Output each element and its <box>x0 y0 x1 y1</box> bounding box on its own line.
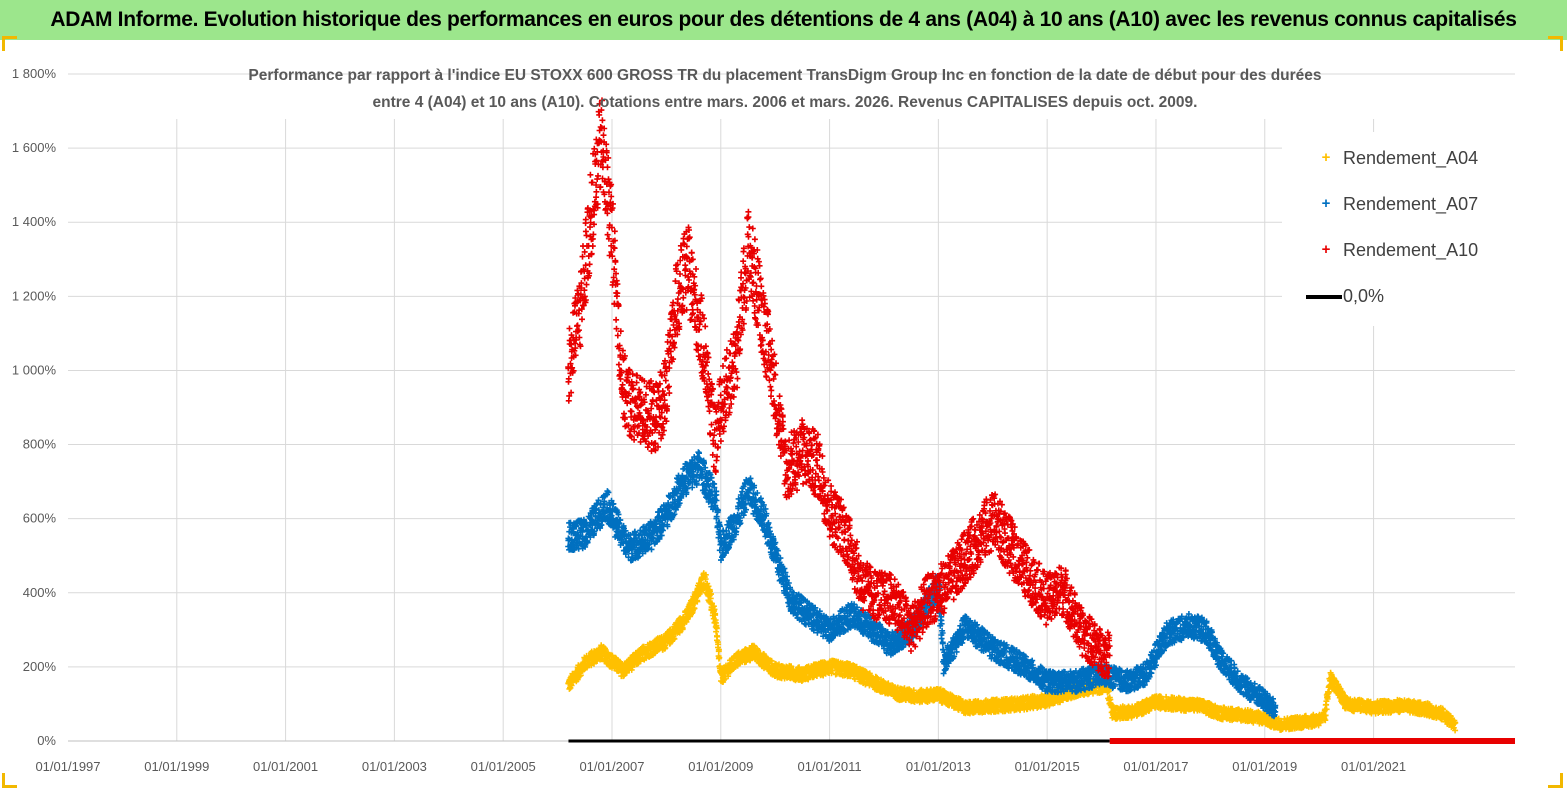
grid <box>68 73 1515 741</box>
x-tick-label: 01/01/2005 <box>471 759 536 774</box>
y-tick-label: 0% <box>37 733 56 748</box>
y-tick-label: 800% <box>23 437 57 452</box>
x-tick-label: 01/01/2015 <box>1015 759 1080 774</box>
data-point <box>707 595 714 602</box>
title-banner <box>0 0 1567 40</box>
x-tick-label: 01/01/2001 <box>253 759 318 774</box>
selection-corner-handle[interactable] <box>2 773 17 788</box>
y-tick-label: 1 600% <box>12 140 57 155</box>
data-point <box>671 636 678 642</box>
y-tick-label: 1 800% <box>12 66 57 81</box>
data-point <box>702 576 709 583</box>
x-tick-label: 01/01/2007 <box>579 759 644 774</box>
data-point <box>609 652 616 659</box>
y-tick-label: 1 000% <box>12 362 57 377</box>
data-point <box>637 658 644 665</box>
x-tick-label: 01/01/1999 <box>144 759 209 774</box>
data-point <box>608 653 615 660</box>
x-tick-label: 01/01/1997 <box>35 759 100 774</box>
x-tick-label: 01/01/2009 <box>688 759 753 774</box>
selection-corner-handle[interactable] <box>1548 36 1563 51</box>
data-point <box>696 591 703 598</box>
y-tick-label: 1 200% <box>12 288 57 303</box>
x-tick-label: 01/01/2017 <box>1123 759 1188 774</box>
y-tick-label: 400% <box>23 585 57 600</box>
selection-corner-handle[interactable] <box>1548 773 1563 788</box>
x-tick-label: 01/01/2013 <box>906 759 971 774</box>
data-point <box>679 625 686 632</box>
x-tick-label: 01/01/2021 <box>1341 759 1406 774</box>
data-point <box>661 645 668 652</box>
selection-corner-handle[interactable] <box>2 36 17 51</box>
data-point <box>714 632 720 639</box>
banner-title: ADAM Informe. Evolution historique des p… <box>50 8 1517 31</box>
series-Rendement_A04 <box>565 570 1459 734</box>
y-tick-label: 600% <box>23 511 57 526</box>
data-point <box>691 605 698 612</box>
y-tick-label: 200% <box>23 659 57 674</box>
y-tick-label: 1 400% <box>12 214 57 229</box>
x-tick-label: 01/01/2003 <box>362 759 427 774</box>
x-tick-label: 01/01/2019 <box>1232 759 1297 774</box>
data-point <box>694 598 701 605</box>
x-tick-label: 01/01/2011 <box>798 759 862 774</box>
